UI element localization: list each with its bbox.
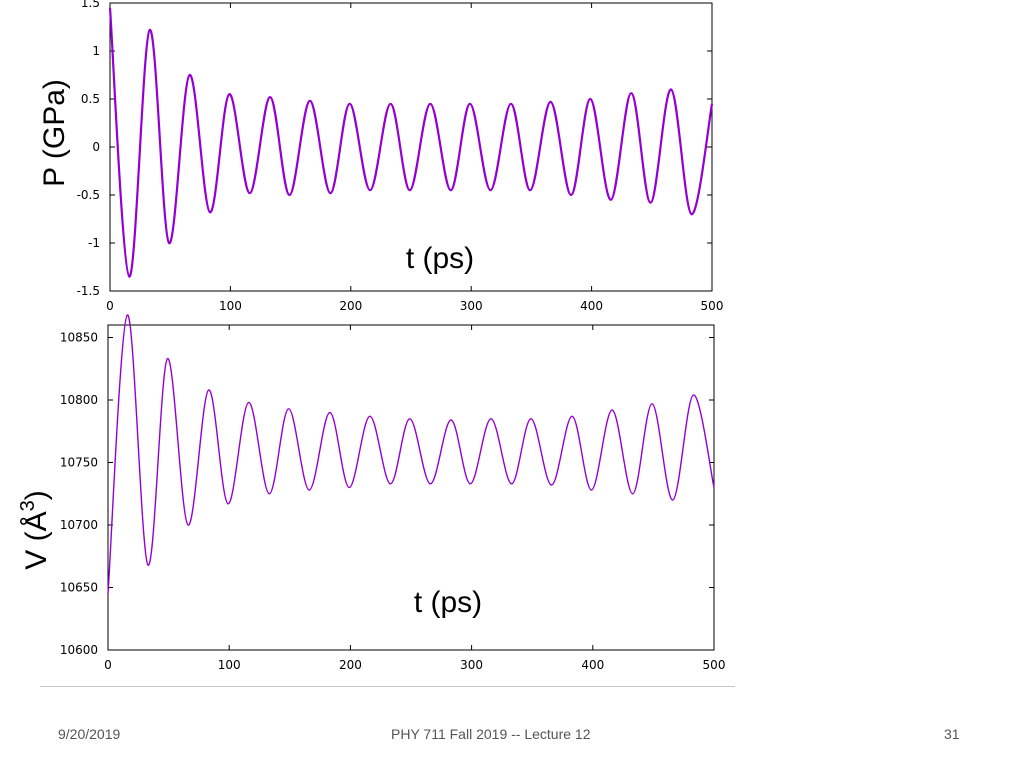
volume-y-tick-label: 10650 [60,581,98,595]
volume-x-tick-label: 100 [218,658,241,672]
volume-y-tick-label: 10850 [60,331,98,345]
volume-x-tick-label: 0 [104,658,112,672]
volume-y-axis-label-superscript: 3 [17,500,39,511]
volume-series-line [107,314,715,594]
pressure-x-axis-label: t (ps) [406,242,474,275]
pressure-y-tick-label: -1 [88,236,100,250]
pressure-y-axis-label: P (GPa) [38,79,71,187]
volume-y-axis-label: V (Å3) [17,490,53,569]
footer-date: 9/20/2019 [58,726,121,742]
pressure-y-tick-label: 0.5 [81,92,100,106]
pressure-x-tick-label: 400 [580,299,603,313]
volume-x-tick-label: 200 [339,658,362,672]
volume-chart: 0 100 200 300 400 500 10600 10650 10700 10750 1080… [17,314,726,672]
volume-plot-frame [107,324,715,651]
pressure-x-tick-label: 200 [339,299,362,313]
volume-y-axis-label-main: V (Å [20,511,53,569]
volume-y-tick-label: 10700 [60,518,98,532]
pressure-x-tick-label: 0 [106,299,114,313]
volume-y-tick-label: 10800 [60,393,98,407]
pressure-y-tick-label: 1 [92,44,100,58]
volume-x-tick-label: 300 [460,658,483,672]
volume-y-tick-label: 10750 [60,456,98,470]
footer-course-title: PHY 711 Fall 2019 -- Lecture 12 [391,726,591,742]
volume-x-axis-label: t (ps) [414,586,482,619]
pressure-series-line [108,7,714,278]
pressure-y-tick-label: -1.5 [77,284,100,298]
pressure-x-tick-label: 100 [219,299,242,313]
pressure-y-tick-label: 1.5 [81,0,100,10]
pressure-y-tick-label: -0.5 [77,188,100,202]
pressure-chart: 0 100 200 300 400 500 -1.5 -1 -0.5 0 0.5 1 1.5 P (GP… [38,0,723,313]
volume-x-tick-label: 500 [703,658,726,672]
footer-separator [40,686,735,687]
pressure-x-tick-label: 500 [701,299,724,313]
volume-y-tick-label: 10600 [60,643,98,657]
volume-x-tick-label: 400 [581,658,604,672]
volume-y-axis-label-close: ) [20,490,53,500]
footer-page-number: 31 [944,726,960,742]
pressure-x-tick-label: 300 [460,299,483,313]
pressure-ticks: 0 100 200 300 400 500 -1.5 -1 -0.5 0 0.5 1 1.5 [77,0,724,313]
volume-ticks: 0 100 200 300 400 500 10600 10650 10700 10750 1080… [60,325,726,672]
pressure-y-tick-label: 0 [92,140,100,154]
